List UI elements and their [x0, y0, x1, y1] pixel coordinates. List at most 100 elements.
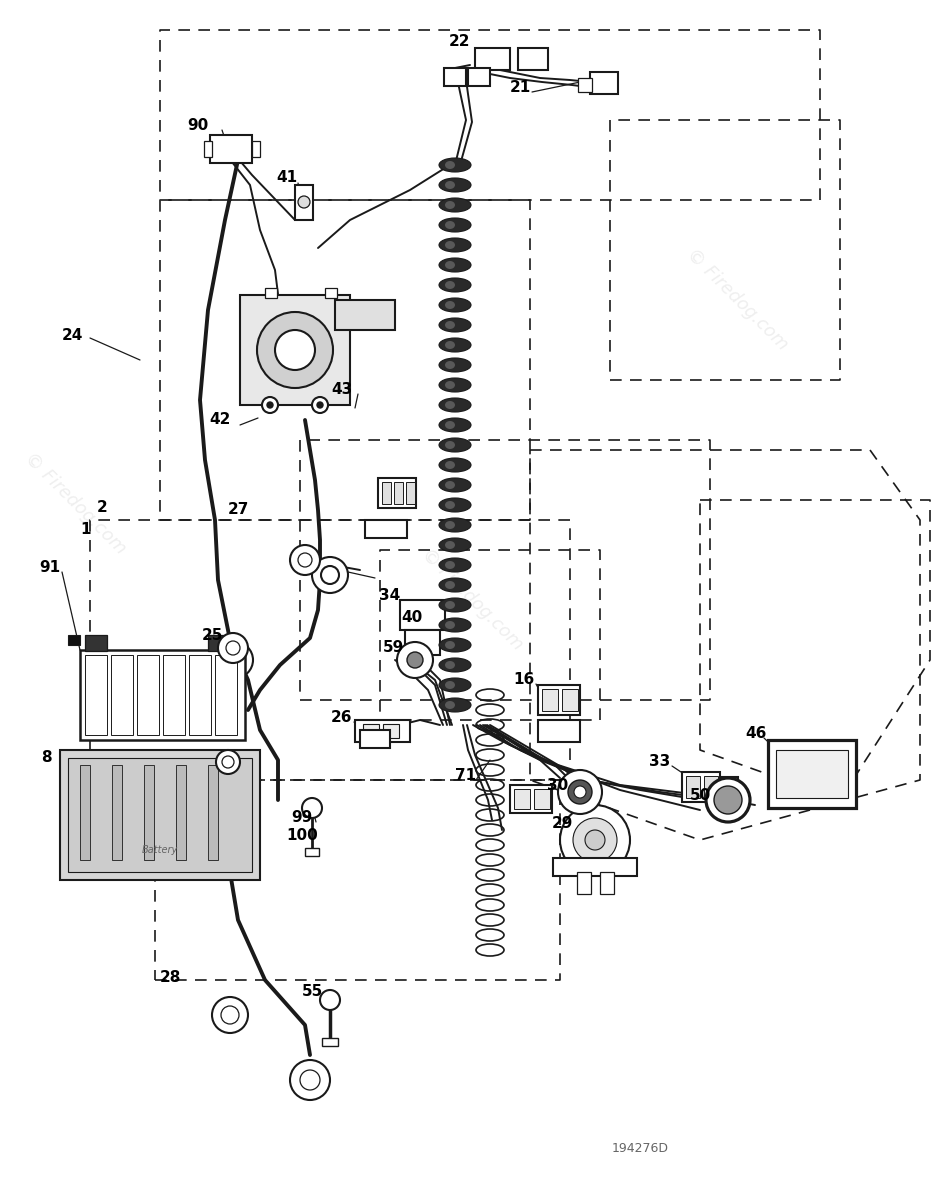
Bar	[334, 300, 395, 330]
Ellipse shape	[445, 560, 454, 569]
Ellipse shape	[445, 581, 454, 589]
Bar	[80, 766, 90, 860]
Bar	[405, 630, 440, 655]
Ellipse shape	[445, 161, 454, 169]
Bar	[110, 655, 133, 734]
Circle shape	[211, 997, 247, 1033]
Bar	[775, 750, 847, 798]
Circle shape	[267, 402, 273, 408]
Ellipse shape	[445, 481, 454, 490]
Circle shape	[572, 818, 616, 862]
Bar	[305, 848, 319, 856]
Bar	[189, 655, 211, 734]
Text: 99: 99	[291, 810, 312, 826]
Ellipse shape	[439, 518, 470, 532]
Circle shape	[316, 402, 323, 408]
Bar	[176, 766, 186, 860]
Ellipse shape	[439, 458, 470, 472]
Bar	[162, 655, 185, 734]
Text: 43: 43	[331, 383, 352, 397]
Ellipse shape	[439, 398, 470, 412]
Bar	[355, 720, 410, 742]
Circle shape	[312, 557, 347, 593]
Bar	[85, 655, 107, 734]
Bar	[514, 790, 530, 809]
Text: 27: 27	[228, 503, 248, 517]
Ellipse shape	[439, 198, 470, 212]
Circle shape	[261, 397, 278, 413]
Bar	[240, 295, 349, 404]
Bar	[208, 766, 218, 860]
Text: 1: 1	[80, 522, 92, 538]
Bar	[577, 872, 590, 894]
Circle shape	[221, 1006, 239, 1024]
Bar	[322, 1038, 338, 1046]
Ellipse shape	[439, 598, 470, 612]
Bar	[295, 185, 312, 220]
Ellipse shape	[439, 558, 470, 572]
Bar	[475, 48, 510, 70]
Text: 34: 34	[379, 588, 400, 604]
Text: 42: 42	[209, 413, 230, 427]
Bar	[68, 635, 80, 646]
Circle shape	[584, 830, 604, 850]
Ellipse shape	[445, 361, 454, 370]
Ellipse shape	[445, 281, 454, 289]
Bar	[143, 766, 154, 860]
Text: 29: 29	[550, 816, 572, 832]
Ellipse shape	[445, 622, 454, 629]
Ellipse shape	[445, 641, 454, 649]
Bar	[537, 720, 580, 742]
Text: Battery: Battery	[142, 845, 177, 854]
Ellipse shape	[445, 601, 454, 608]
Bar	[137, 655, 159, 734]
Ellipse shape	[439, 478, 470, 492]
Circle shape	[226, 641, 240, 655]
Text: 8: 8	[41, 750, 51, 766]
Bar	[399, 600, 445, 630]
Text: 46: 46	[745, 726, 766, 742]
Bar	[394, 482, 402, 504]
Text: 91: 91	[40, 560, 60, 576]
Text: 21: 21	[509, 80, 531, 96]
Bar	[467, 68, 490, 86]
Ellipse shape	[439, 218, 470, 232]
Circle shape	[573, 786, 585, 798]
Circle shape	[557, 770, 601, 814]
Bar	[360, 730, 390, 748]
Ellipse shape	[445, 440, 454, 449]
Bar	[444, 68, 465, 86]
Bar	[719, 778, 737, 797]
Ellipse shape	[445, 260, 454, 269]
Ellipse shape	[445, 661, 454, 670]
Bar	[406, 482, 414, 504]
Bar	[264, 288, 277, 298]
Bar	[578, 78, 591, 92]
Bar	[533, 790, 549, 809]
Bar	[215, 655, 237, 734]
Bar	[204, 140, 211, 157]
Ellipse shape	[445, 502, 454, 509]
Ellipse shape	[439, 258, 470, 272]
Ellipse shape	[445, 701, 454, 709]
Text: 24: 24	[61, 328, 83, 342]
Circle shape	[407, 652, 423, 668]
Ellipse shape	[445, 680, 454, 689]
Ellipse shape	[445, 320, 454, 329]
Circle shape	[290, 545, 320, 575]
Circle shape	[321, 566, 339, 584]
Text: 194276D: 194276D	[611, 1141, 667, 1154]
Circle shape	[567, 780, 591, 804]
Bar	[599, 872, 614, 894]
Bar	[252, 140, 260, 157]
Ellipse shape	[439, 358, 470, 372]
Bar	[510, 785, 551, 814]
Ellipse shape	[439, 678, 470, 692]
Bar	[208, 635, 229, 650]
Bar	[112, 766, 122, 860]
Bar	[562, 689, 578, 710]
Bar	[68, 758, 252, 872]
Bar	[685, 776, 700, 798]
Text: 22: 22	[448, 35, 470, 49]
Ellipse shape	[439, 698, 470, 712]
